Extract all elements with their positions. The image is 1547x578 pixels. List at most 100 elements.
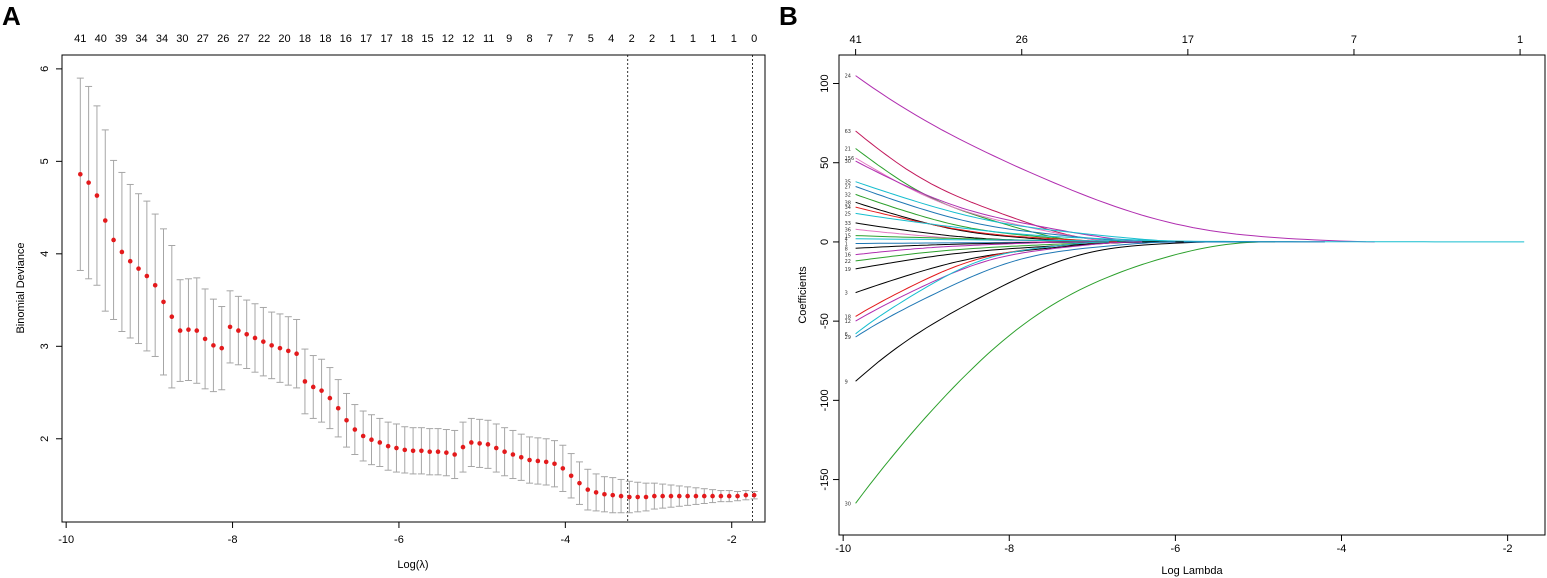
panel-a-point xyxy=(152,282,158,288)
panel-a-point xyxy=(419,448,424,454)
panel-a-point xyxy=(652,493,657,499)
panel-a-point xyxy=(751,492,757,498)
panel-b-path-label: 156 xyxy=(845,156,855,162)
panel-a-y-ticks: 2 3 4 5 6 xyxy=(39,66,62,442)
panel-b-x-tick-label: -8 xyxy=(1004,543,1014,555)
panel-a-y-tick-label: 6 xyxy=(39,66,51,72)
panel-a-point xyxy=(410,448,416,454)
panel-b-path-label: 18 xyxy=(845,314,851,320)
panel-a-plot-frame xyxy=(61,54,766,523)
panel-b-top-tick-label: 17 xyxy=(1182,34,1194,46)
panel-a-reference-lines xyxy=(627,55,753,522)
panel-a-point xyxy=(136,266,141,271)
panel-a-point xyxy=(627,494,632,500)
panel-a-point xyxy=(452,452,457,457)
panel-a-point xyxy=(244,331,249,337)
panel-b-path-6 xyxy=(855,241,1109,335)
panel-b-x-tick-label: -4 xyxy=(1337,543,1347,555)
panel-a-point xyxy=(285,348,291,354)
panel-a-point xyxy=(493,445,499,451)
panel-a-top-label: 11 xyxy=(483,33,494,45)
panel-a-top-label: 41 xyxy=(74,33,86,45)
panel-a-point xyxy=(202,336,208,342)
panel-a-top-label: 18 xyxy=(401,33,413,45)
panel-a-top-label: 7 xyxy=(547,33,553,45)
panel-b-path-30 xyxy=(855,241,1276,504)
panel-a-point xyxy=(252,335,258,341)
panel-a-top-label: 17 xyxy=(380,33,392,45)
panel-a-y-tick-label: 2 xyxy=(39,436,51,442)
panel-a-y-tick-label: 5 xyxy=(39,158,51,164)
panel-b-path-24 xyxy=(855,75,1375,243)
panel-b-y-tick-label: -150 xyxy=(819,469,831,491)
panel-b-x-tick-label: -10 xyxy=(835,543,851,555)
panel-a-top-label: 18 xyxy=(319,33,331,45)
panel-b-path-label: 16 xyxy=(845,253,851,259)
panel-a-point xyxy=(518,454,524,460)
panel-a-x-axis-title: Log(λ) xyxy=(397,559,428,571)
panel-b-y-tick-label: 50 xyxy=(819,157,831,169)
panel-b-top-tick-label: 7 xyxy=(1351,34,1357,46)
panel-a-point xyxy=(610,492,616,498)
panel-b-top-axis: 41 26 17 7 1 xyxy=(849,34,1523,55)
panel-a-point xyxy=(310,384,316,390)
panel-a-top-label: 30 xyxy=(176,33,188,45)
panel-b-x-axis-title: Log Lambda xyxy=(1161,565,1223,577)
panel-a-top-label: 12 xyxy=(442,33,454,45)
panel-b-path-label: 15 xyxy=(845,234,851,240)
panel-b-top-tick-label: 1 xyxy=(1517,34,1523,46)
panel-a-top-label: 2 xyxy=(649,33,655,45)
panel-a-point xyxy=(327,395,333,401)
panel-b-path-label: 30 xyxy=(845,159,851,165)
panel-a-y-tick-label: 3 xyxy=(39,343,51,349)
panel-a-y-axis-title: Binomial Deviance xyxy=(15,242,27,333)
panel-a-points xyxy=(78,171,757,500)
panel-b-y-axis-title: Coefficients xyxy=(797,266,809,324)
panel-a-point xyxy=(186,327,191,332)
panel-b-path-label: 21 xyxy=(845,146,851,152)
panel-a-point xyxy=(726,493,732,499)
panel-a-point xyxy=(102,218,108,223)
panel-a-top-label: 20 xyxy=(278,33,290,45)
panel-b-top-tick-label: 26 xyxy=(1016,34,1028,46)
panel-a-point xyxy=(86,180,91,185)
panel-b-path-4 xyxy=(855,238,1525,243)
panel-b-path-29 xyxy=(855,241,1176,338)
panel-a-x-tick-label: -6 xyxy=(394,534,404,546)
panel-a-top-label: 0 xyxy=(751,33,757,45)
panel-a-point xyxy=(402,447,408,453)
panel-a-top-label: 40 xyxy=(95,33,107,45)
panel-a-point xyxy=(352,427,358,432)
panel-a-top-label: 27 xyxy=(238,33,250,45)
panel-a-point xyxy=(344,417,349,423)
panel-b-y-tick-label: 100 xyxy=(819,74,831,92)
panel-a-point xyxy=(169,314,175,320)
panel-a-point xyxy=(668,493,674,499)
panel-a-point xyxy=(743,492,749,498)
panel-b-chart: 2430963211563035273238342533361541816221… xyxy=(797,34,1546,577)
panel-b-path-label: 34 xyxy=(845,205,851,211)
panel-a-point xyxy=(127,258,133,264)
panel-a-point xyxy=(177,328,183,333)
panel-b-path-label: 30 xyxy=(845,501,851,507)
panel-b-path-16 xyxy=(855,241,1109,256)
panel-a-point xyxy=(369,437,374,442)
panel-a-point xyxy=(735,493,740,499)
panel-a-point xyxy=(144,273,150,279)
panel-b-path-label: 12 xyxy=(845,319,851,325)
panel-a-point xyxy=(360,433,366,439)
panel-b-path-label: 24 xyxy=(845,74,851,80)
panel-b-y-tick-label: -50 xyxy=(819,313,831,329)
panel-a-point xyxy=(444,450,449,455)
panel-b-x-tick-label: -6 xyxy=(1170,543,1180,555)
panel-b-path-label: 25 xyxy=(845,211,851,217)
panel-a-point xyxy=(219,345,225,351)
panel-a-point xyxy=(302,379,308,384)
panel-b-path-label: 4 xyxy=(845,237,848,243)
panel-a-point xyxy=(161,299,166,305)
panel-a-top-label: 8 xyxy=(526,33,532,45)
panel-a-point xyxy=(693,493,699,499)
panel-a-point xyxy=(552,461,557,467)
